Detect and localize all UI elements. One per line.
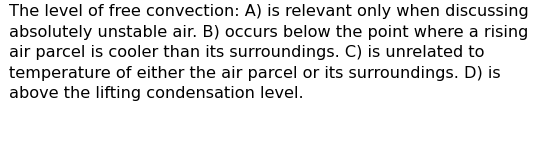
Text: The level of free convection: A) is relevant only when discussing
absolutely uns: The level of free convection: A) is rele… (9, 4, 528, 101)
